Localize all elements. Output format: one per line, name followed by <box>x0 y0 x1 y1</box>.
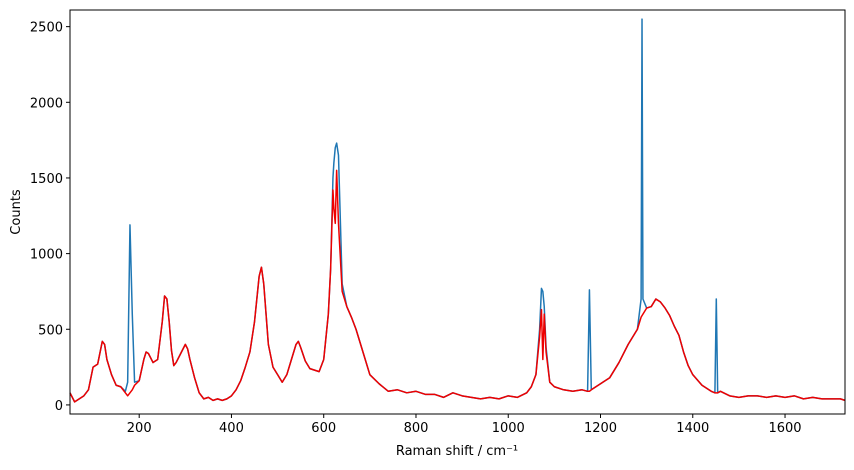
y-axis-label: Counts <box>9 189 24 235</box>
x-tick-label: 1000 <box>492 421 525 436</box>
x-tick-label: 1200 <box>584 421 617 436</box>
y-tick-label: 0 <box>55 399 63 414</box>
series-line <box>69 169 846 403</box>
y-tick-label: 2000 <box>30 96 63 111</box>
x-tick-label: 200 <box>127 421 152 436</box>
x-tick-label: 1400 <box>676 421 709 436</box>
y-tick-label: 1500 <box>30 172 63 187</box>
plot-frame <box>69 9 846 415</box>
x-tick-label: 1600 <box>768 421 801 436</box>
series-line <box>69 18 846 403</box>
x-tick-label: 400 <box>219 421 244 436</box>
x-tick-label: 600 <box>311 421 336 436</box>
x-tick-label: 800 <box>404 421 429 436</box>
y-tick-label: 500 <box>38 323 63 338</box>
y-tick-label: 2500 <box>30 21 63 36</box>
y-tick-label: 1000 <box>30 248 63 263</box>
x-axis-label: Raman shift / cm⁻¹ <box>396 444 518 459</box>
